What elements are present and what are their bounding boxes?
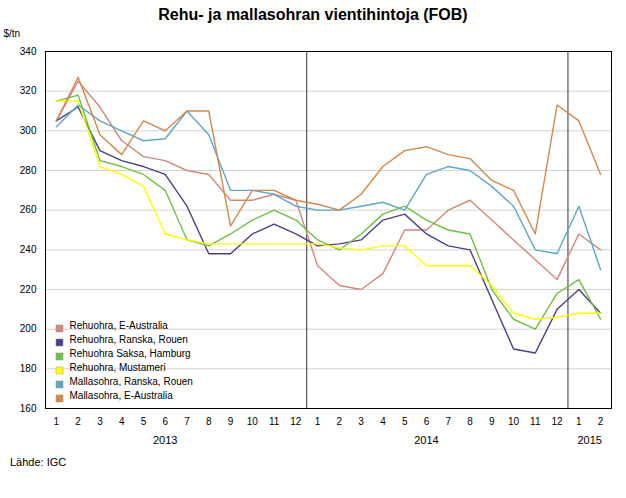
svg-text:9: 9 <box>489 416 495 427</box>
svg-text:7: 7 <box>184 416 190 427</box>
svg-text:9: 9 <box>228 416 234 427</box>
svg-text:11: 11 <box>269 416 280 427</box>
svg-text:240: 240 <box>20 244 37 255</box>
svg-text:6: 6 <box>424 416 430 427</box>
svg-text:8: 8 <box>467 416 473 427</box>
svg-text:4: 4 <box>119 416 125 427</box>
svg-text:Mallasohra, Ranska, Rouen: Mallasohra, Ranska, Rouen <box>70 376 193 387</box>
svg-text:12: 12 <box>552 416 564 427</box>
svg-text:280: 280 <box>20 165 37 176</box>
svg-text:Rehuohra, Ranska, Rouen: Rehuohra, Ranska, Rouen <box>70 334 188 345</box>
svg-text:1: 1 <box>54 416 60 427</box>
svg-text:1: 1 <box>315 416 321 427</box>
svg-text:Rehuohra, Mustameri: Rehuohra, Mustameri <box>70 362 166 373</box>
svg-text:300: 300 <box>20 125 37 136</box>
svg-text:5: 5 <box>141 416 147 427</box>
svg-text:200: 200 <box>20 323 37 334</box>
svg-text:160: 160 <box>20 403 37 414</box>
svg-text:2014: 2014 <box>414 434 438 446</box>
svg-text:7: 7 <box>445 416 451 427</box>
svg-text:340: 340 <box>20 46 37 57</box>
svg-text:$/tn: $/tn <box>4 28 21 39</box>
svg-text:1: 1 <box>576 416 582 427</box>
svg-text:2: 2 <box>337 416 343 427</box>
svg-text:6: 6 <box>162 416 168 427</box>
svg-text:Mallasohra, E-Australia: Mallasohra, E-Australia <box>70 390 174 401</box>
svg-text:2013: 2013 <box>153 434 177 446</box>
svg-text:Rehuohra Saksa, Hamburg: Rehuohra Saksa, Hamburg <box>70 348 191 359</box>
svg-text:180: 180 <box>20 363 37 374</box>
svg-text:8: 8 <box>206 416 212 427</box>
svg-text:2015: 2015 <box>577 434 601 446</box>
html-text:Rehu- ja mallasohran vientihin: Rehu- ja mallasohran vientihintoja (FOB) <box>158 6 468 23</box>
svg-text:5: 5 <box>402 416 408 427</box>
svg-text:4: 4 <box>380 416 386 427</box>
svg-text:320: 320 <box>20 85 37 96</box>
html-text:Lähde: IGC: Lähde: IGC <box>10 456 67 468</box>
svg-text:2: 2 <box>598 416 604 427</box>
svg-text:3: 3 <box>358 416 364 427</box>
svg-text:3: 3 <box>97 416 103 427</box>
svg-text:220: 220 <box>20 284 37 295</box>
svg-text:12: 12 <box>290 416 302 427</box>
svg-text:2: 2 <box>75 416 81 427</box>
svg-text:10: 10 <box>247 416 259 427</box>
svg-text:10: 10 <box>508 416 520 427</box>
svg-text:260: 260 <box>20 204 37 215</box>
svg-text:11: 11 <box>530 416 541 427</box>
svg-text:Rehuohra, E-Australia: Rehuohra, E-Australia <box>70 320 169 331</box>
